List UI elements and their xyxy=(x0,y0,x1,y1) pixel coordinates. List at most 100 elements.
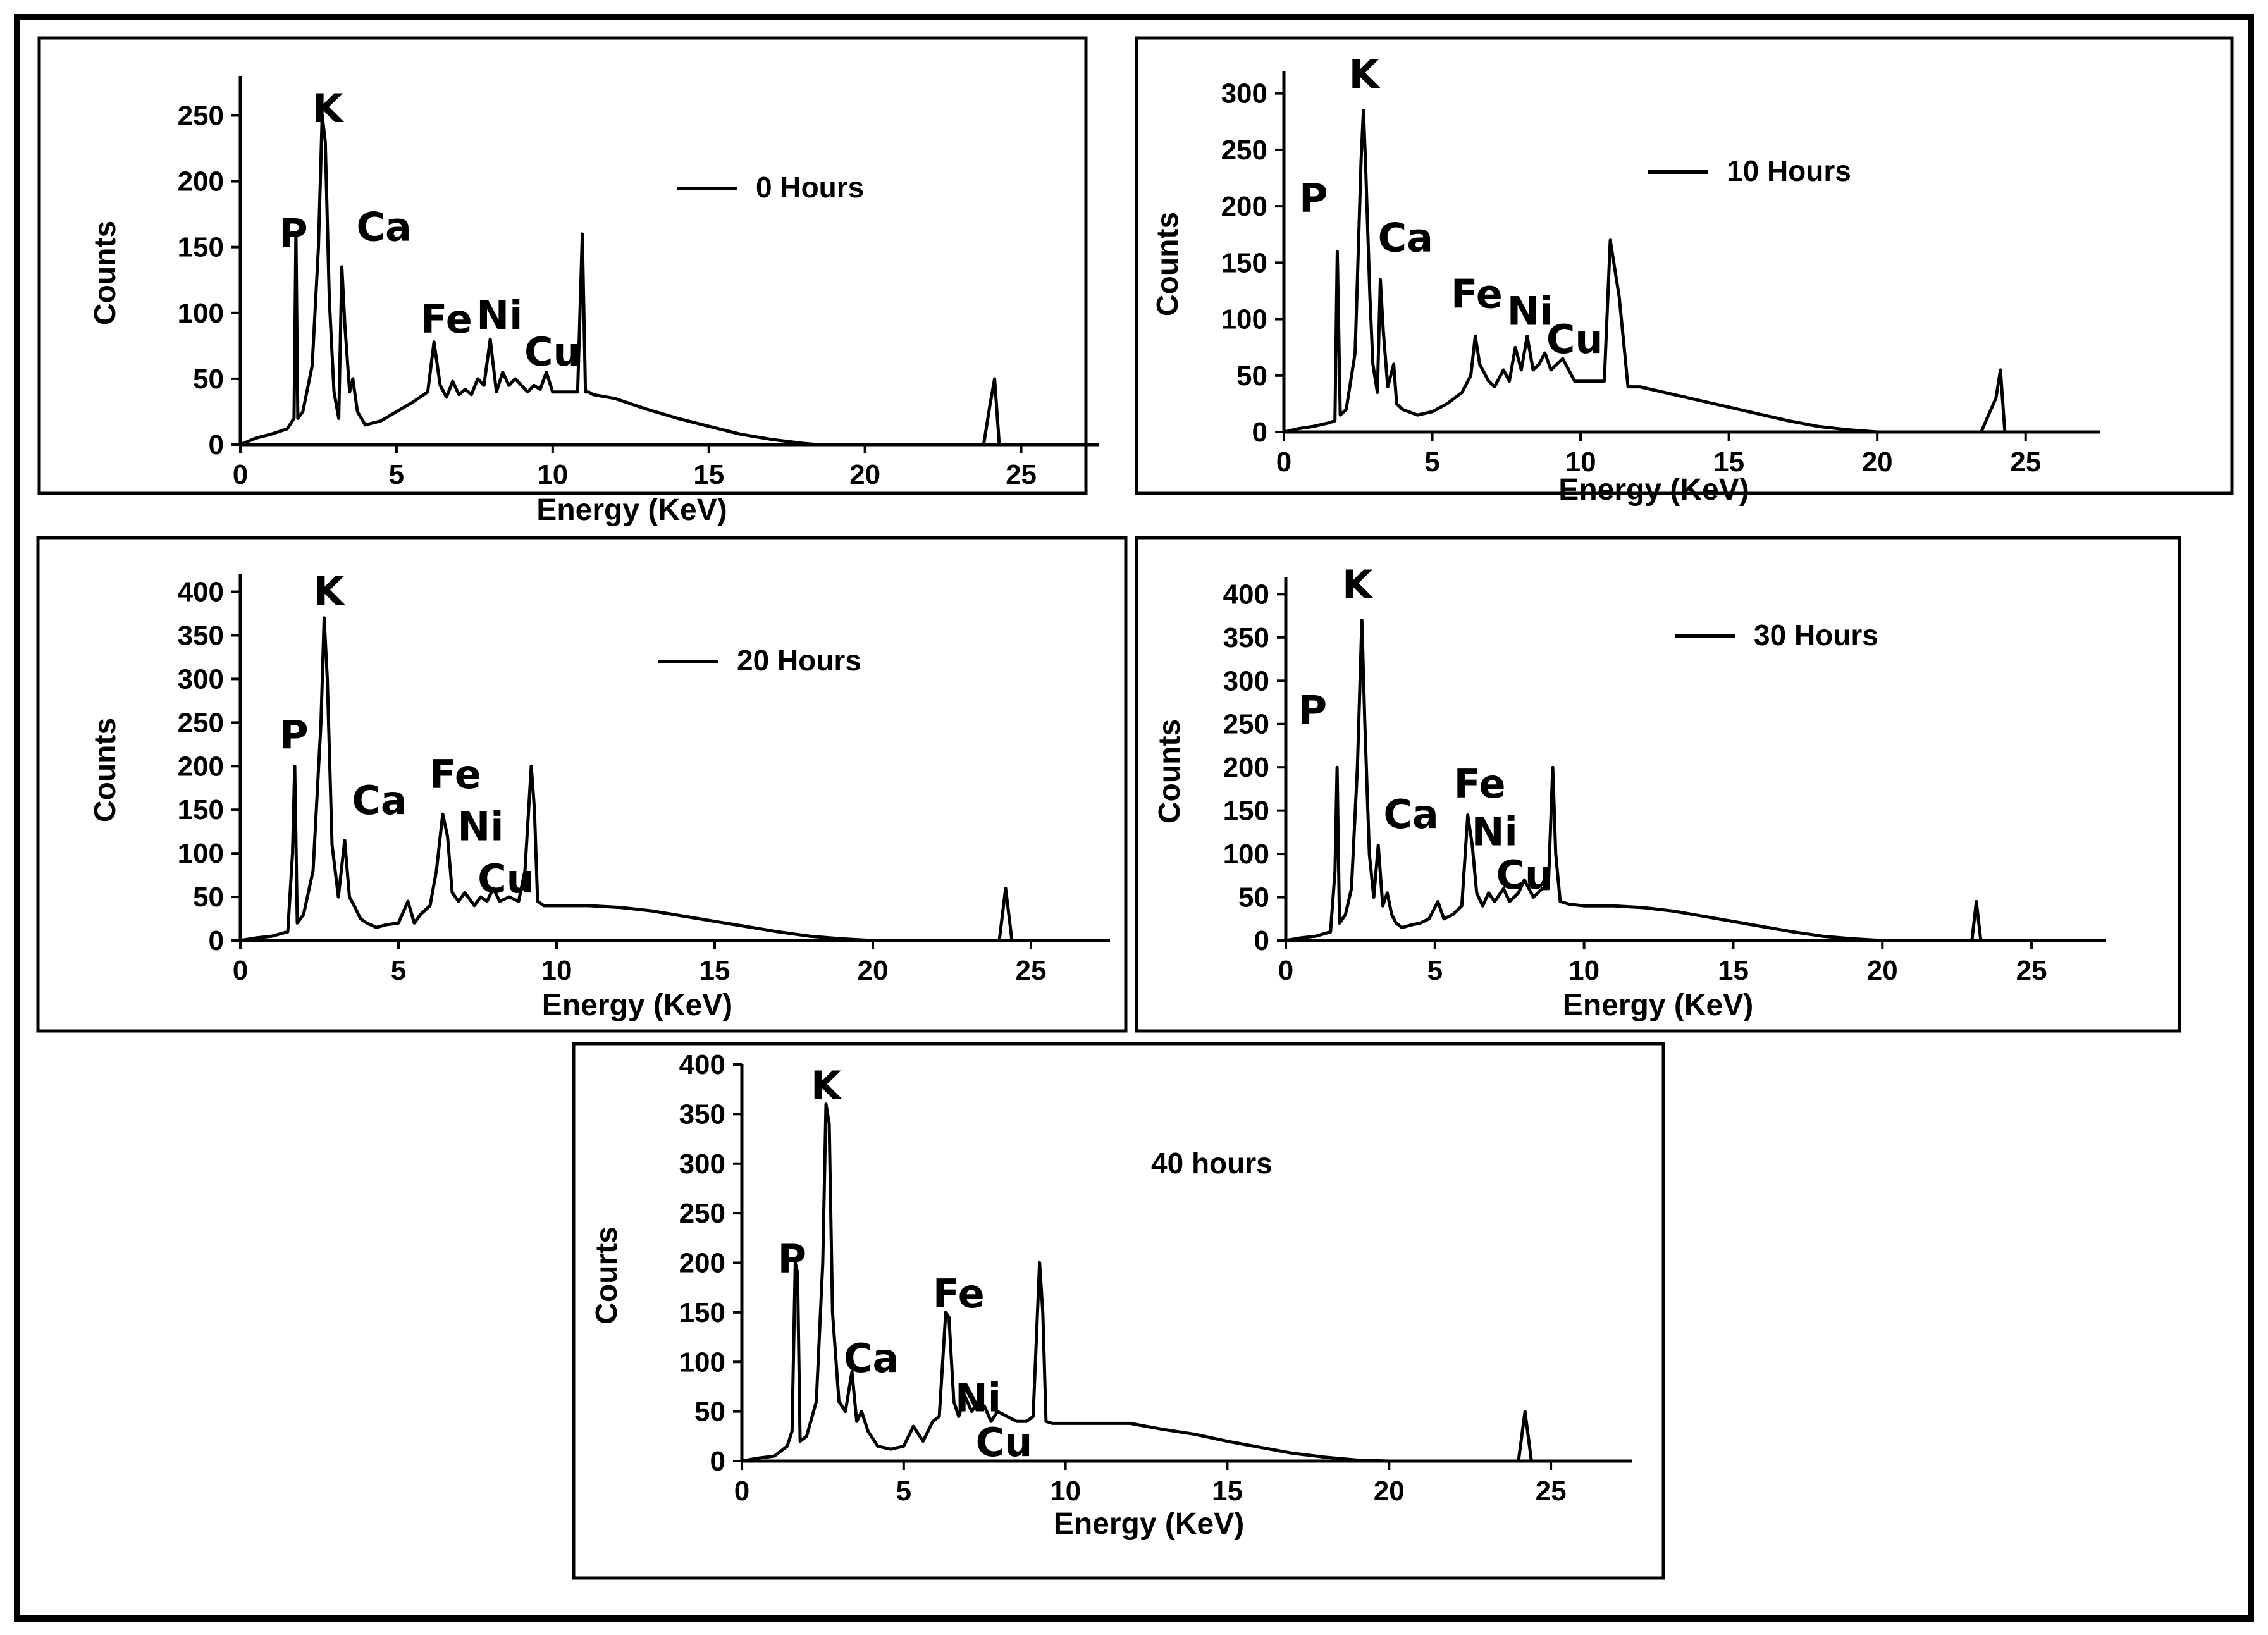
y-tick-label: 100 xyxy=(178,298,224,329)
spectrum-line xyxy=(240,616,1094,942)
legend-label: 20 Hours xyxy=(737,644,861,677)
y-tick-label: 150 xyxy=(1223,796,1269,827)
x-tick-label: 0 xyxy=(1278,955,1293,986)
y-tick-label: 0 xyxy=(209,429,224,460)
y-tick-label: 250 xyxy=(178,707,224,738)
x-axis-title: Energy (KeV) xyxy=(536,493,727,527)
x-tick-label: 5 xyxy=(389,459,404,490)
y-axis-title: Counts xyxy=(89,221,122,325)
panel-frame xyxy=(572,1042,1665,1580)
spectrum-line xyxy=(1283,109,2085,434)
panel-2: 0 5 10 15 20 25050100150200250300350400Energy… xyxy=(36,536,1128,1033)
peak-label-ni: Ni xyxy=(955,1375,1001,1421)
peak-label-fe: Fe xyxy=(933,1271,985,1317)
y-axis-title: Counts xyxy=(1153,719,1186,824)
x-tick-label: 10 xyxy=(1050,1476,1081,1507)
peak-label-k: K xyxy=(811,1063,842,1109)
peak-label-p: P xyxy=(1298,688,1327,734)
y-tick-label: 100 xyxy=(178,838,224,869)
x-tick-label: 25 xyxy=(2016,955,2047,986)
legend-label: 0 Hours xyxy=(756,171,864,204)
y-tick-label: 100 xyxy=(679,1347,725,1378)
x-tick-label: 20 xyxy=(1374,1476,1405,1507)
y-tick-label: 100 xyxy=(1223,839,1269,870)
x-tick-label: 20 xyxy=(1862,447,1893,478)
peak-label-k: K xyxy=(312,85,344,132)
peak-label-ni: Ni xyxy=(457,803,503,849)
x-axis-title: Energy (KeV) xyxy=(1558,473,1749,507)
x-tick-label: 25 xyxy=(1536,1476,1567,1507)
outer-frame xyxy=(14,14,2254,1622)
y-tick-label: 0 xyxy=(1252,417,1267,448)
x-tick-label: 10 xyxy=(1568,955,1599,986)
y-tick-label: 0 xyxy=(1254,925,1269,956)
y-tick-label: 200 xyxy=(1221,191,1267,222)
peak-label-ca: Ca xyxy=(844,1335,899,1381)
x-tick-label: 5 xyxy=(1427,955,1443,986)
x-tick-label: 5 xyxy=(1424,447,1439,478)
y-tick-label: 50 xyxy=(193,364,224,395)
y-tick-label: 150 xyxy=(1221,247,1267,278)
peak-label-ca: Ca xyxy=(1383,791,1438,837)
peak-label-cu: Cu xyxy=(478,856,534,902)
x-axis-title: Energy (KeV) xyxy=(1054,1507,1244,1541)
x-axis-title: Energy (KeV) xyxy=(542,989,732,1022)
peak-label-p: P xyxy=(778,1236,806,1282)
y-tick-label: 350 xyxy=(1223,622,1269,653)
x-tick-label: 20 xyxy=(1867,955,1898,986)
y-tick-label: 400 xyxy=(679,1049,725,1080)
legend-label: 10 Hours xyxy=(1727,154,1851,187)
x-tick-label: 15 xyxy=(700,955,730,986)
x-tick-label: 5 xyxy=(391,955,406,986)
peak-label-cu: Cu xyxy=(1496,852,1553,898)
x-tick-label: 15 xyxy=(1718,955,1749,986)
peak-label-k: K xyxy=(314,568,345,614)
spectrum-line xyxy=(741,1102,1616,1463)
spectrum-line xyxy=(240,114,1084,447)
peak-label-fe: Fe xyxy=(429,751,481,798)
y-tick-label: 400 xyxy=(1223,579,1269,610)
y-tick-label: 250 xyxy=(1223,709,1269,740)
y-tick-label: 350 xyxy=(679,1099,725,1130)
x-tick-label: 5 xyxy=(896,1476,911,1507)
y-tick-label: 150 xyxy=(178,794,224,825)
peak-label-ni: Ni xyxy=(1472,808,1518,855)
peak-label-ca: Ca xyxy=(356,204,411,250)
x-axis-title: Energy (KeV) xyxy=(1563,989,1753,1022)
peak-label-p: P xyxy=(280,712,308,758)
y-tick-label: 250 xyxy=(679,1198,725,1229)
peak-label-ni: Ni xyxy=(476,292,522,338)
y-axis-title: Courts xyxy=(590,1226,624,1324)
y-tick-label: 200 xyxy=(178,751,224,782)
peak-label-k: K xyxy=(1342,562,1374,608)
y-axis-title: Counts xyxy=(89,718,122,822)
legend-label: 30 Hours xyxy=(1754,619,1878,651)
panel-frame xyxy=(36,536,1128,1033)
peak-label-fe: Fe xyxy=(421,296,472,342)
x-tick-label: 10 xyxy=(541,955,572,986)
y-tick-label: 50 xyxy=(193,882,224,913)
peak-label-ni: Ni xyxy=(1507,288,1553,334)
x-tick-label: 10 xyxy=(537,459,568,490)
y-tick-label: 250 xyxy=(1221,135,1267,166)
y-tick-label: 300 xyxy=(1223,665,1269,696)
y-tick-label: 250 xyxy=(178,100,224,131)
y-tick-label: 300 xyxy=(178,663,224,694)
y-tick-label: 300 xyxy=(679,1149,725,1180)
y-tick-label: 0 xyxy=(209,925,224,956)
x-tick-label: 0 xyxy=(1276,447,1291,478)
y-tick-label: 350 xyxy=(178,620,224,651)
panel-frame xyxy=(1135,536,2181,1033)
peak-label-ca: Ca xyxy=(352,777,407,824)
y-tick-label: 50 xyxy=(694,1397,725,1428)
peak-label-p: P xyxy=(1299,175,1328,221)
panel-frame xyxy=(1135,36,2234,495)
peak-label-cu: Cu xyxy=(524,329,581,375)
x-tick-label: 0 xyxy=(233,459,248,490)
x-tick-label: 25 xyxy=(1006,459,1037,490)
y-tick-label: 200 xyxy=(1223,752,1269,783)
peak-label-k: K xyxy=(1349,51,1381,97)
peak-label-p: P xyxy=(279,211,307,257)
